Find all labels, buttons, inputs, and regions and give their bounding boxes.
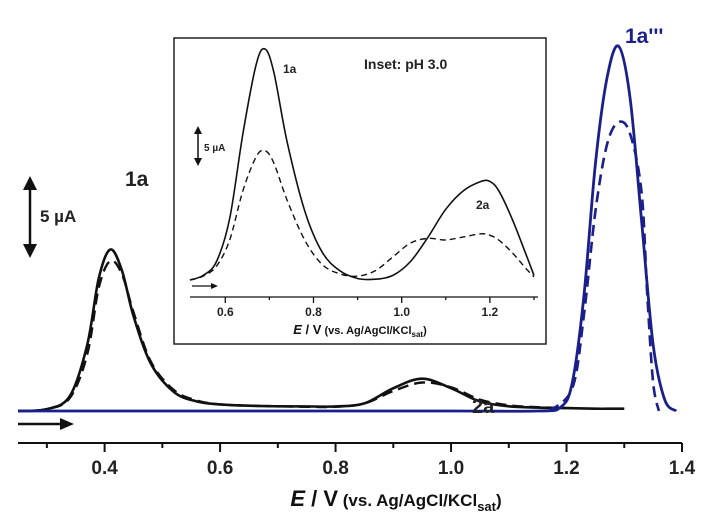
inset-title: Inset: pH 3.0	[364, 56, 447, 72]
main-x-tick-label: 0.4	[91, 458, 118, 479]
main-x-tick-label: 1.4	[669, 458, 696, 479]
main-x-tick-label: 1.0	[438, 458, 464, 479]
sweep-direction-arrow	[18, 418, 74, 430]
inset-x-tick-label: 0.8	[305, 305, 322, 319]
inset-plot-curves	[189, 47, 535, 281]
inset-peak-label-2a: 2a	[476, 198, 490, 212]
x-axis-sub: sat	[477, 499, 496, 514]
main-plot-curves	[17, 44, 678, 413]
peak-label-1a: 1a	[125, 168, 149, 191]
main-series-blue-solid	[17, 44, 678, 413]
main-scale-bar: 5 µA	[23, 176, 76, 258]
inset-sweep-arrow	[192, 283, 218, 289]
inset-x-tick-label: 1.2	[482, 305, 499, 319]
inset-frame	[173, 37, 547, 345]
main-x-axis: 0.4 0.6 0.8 1.0 1.2 1.4	[18, 442, 696, 479]
main-scale-bar-label: 5 µA	[40, 207, 76, 226]
main-series-black-solid	[17, 248, 625, 413]
main-x-tick-label: 0.6	[207, 458, 233, 479]
main-series-blue-dashed	[548, 120, 661, 413]
inset-scale-bar-label: 5 µA	[204, 143, 225, 154]
inset-x-axis-title: E / V (vs. Ag/AgCl/KClsat)	[293, 322, 427, 339]
x-axis-close: )	[496, 491, 502, 510]
inset-x-tick-label: 0.6	[217, 305, 234, 319]
peak-label-2a: 2a	[472, 396, 495, 418]
inset-x-axis: 0.6 0.8 1.0 1.2	[190, 296, 538, 319]
inset-scale-bar: 5 µA	[194, 126, 225, 166]
x-axis-ref: (vs. Ag/AgCl/KCl	[338, 491, 477, 510]
main-series-black-dashed	[17, 259, 567, 413]
inset-series-black-solid	[189, 47, 535, 281]
main-x-tick-label: 0.8	[322, 458, 348, 479]
inset-peak-label-1a: 1a	[283, 62, 297, 76]
inset-series-black-dashed	[189, 149, 535, 281]
peak-label-1a-triple-prime: 1a'''	[625, 25, 663, 48]
inset-x-tick-label: 1.0	[393, 305, 410, 319]
inset-panel: 0.6 0.8 1.0 1.2 Inset: pH 3.0 1a 2a 5 µA E …	[173, 37, 547, 345]
x-axis-var: E	[290, 486, 306, 511]
main-x-axis-title: E / V (vs. Ag/AgCl/KClsat)	[290, 486, 501, 514]
x-axis-unit: / V	[305, 486, 338, 511]
main-x-tick-label: 1.2	[553, 458, 579, 479]
